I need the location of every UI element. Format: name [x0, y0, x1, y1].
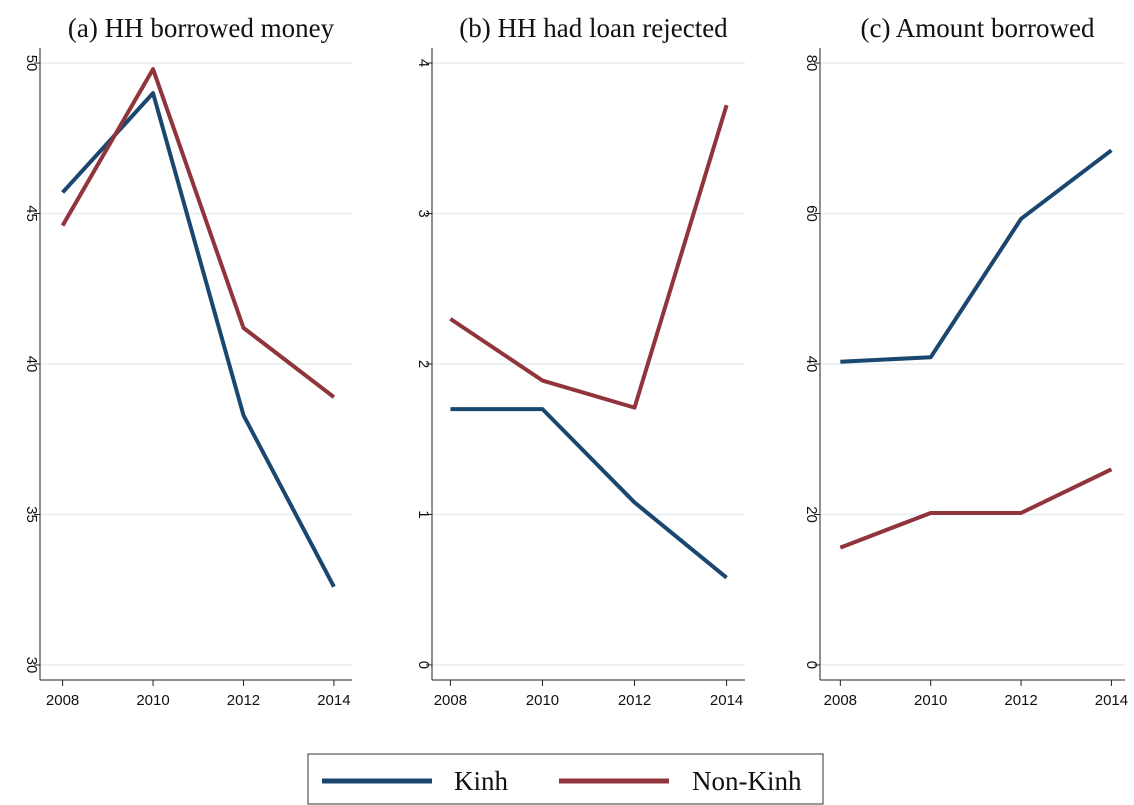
x-tick-label: 2014: [317, 692, 350, 709]
x-tick-label: 2008: [46, 692, 79, 709]
x-tick-label: 2008: [824, 692, 857, 709]
series-line: [449, 104, 729, 410]
y-tick-label: 1: [415, 510, 432, 518]
x-tick-label: 2010: [914, 692, 947, 709]
y-tick-label: 0: [415, 661, 432, 669]
y-tick-label: 35: [23, 506, 40, 523]
y-tick-label: 4: [415, 59, 432, 67]
y-tick-label: 0: [803, 661, 820, 669]
y-tick-label: 40: [23, 356, 40, 373]
panel-title: (c) Amount borrowed: [861, 13, 1095, 43]
y-tick-label: 60: [803, 205, 820, 222]
series-line: [61, 91, 336, 588]
x-tick-label: 2010: [526, 692, 559, 709]
y-tick-label: 3: [415, 209, 432, 217]
panel-title: (b) HH had loan rejected: [459, 13, 728, 43]
x-tick-label: 2012: [618, 692, 651, 709]
y-tick-label: 2: [415, 360, 432, 368]
y-tick-label: 30: [23, 657, 40, 674]
x-tick-label: 2012: [227, 692, 260, 709]
x-tick-label: 2010: [136, 692, 169, 709]
legend-label: Kinh: [454, 766, 509, 796]
series-line: [60, 67, 336, 399]
y-tick-label: 80: [803, 55, 820, 72]
panel-title: (a) HH borrowed money: [68, 13, 335, 43]
legend-box: [307, 753, 824, 805]
y-tick-label: 45: [23, 205, 40, 222]
y-tick-label: 50: [23, 55, 40, 72]
y-tick-label: 40: [803, 356, 820, 373]
series-line: [839, 467, 1113, 550]
x-tick-label: 2014: [1095, 692, 1128, 709]
series-line: [840, 148, 1113, 364]
y-tick-label: 20: [803, 506, 820, 523]
x-tick-label: 2014: [710, 692, 743, 709]
x-tick-label: 2012: [1004, 692, 1037, 709]
x-tick-label: 2008: [434, 692, 467, 709]
legend-label: Non-Kinh: [692, 766, 802, 796]
series-line: [450, 407, 728, 580]
